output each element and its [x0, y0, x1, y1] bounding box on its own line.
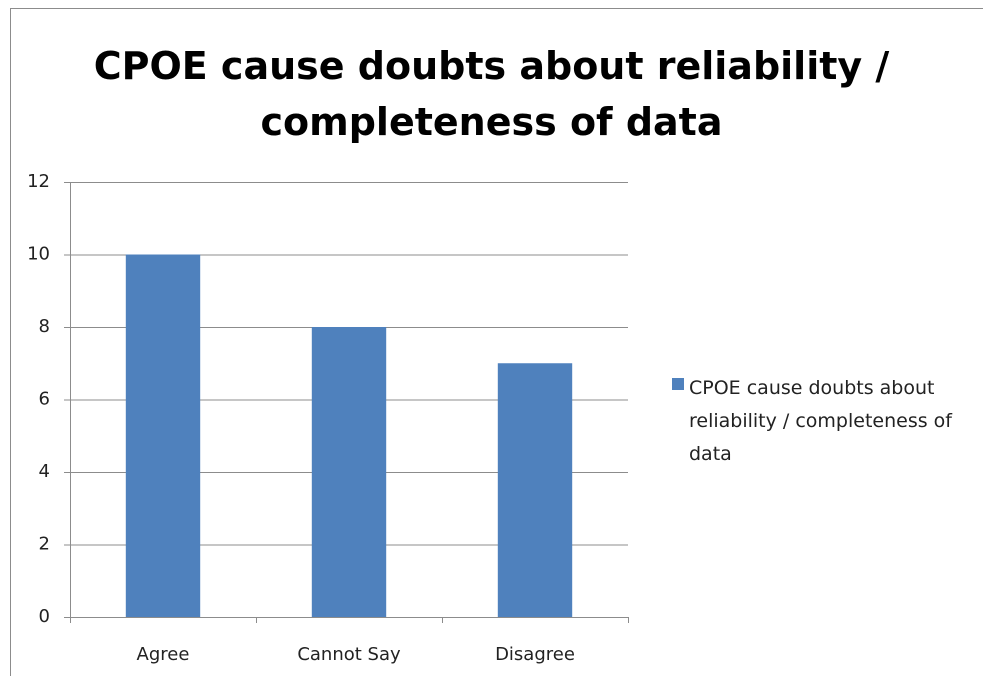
y-tick-label: 6 — [39, 389, 50, 410]
x-tick-label: Agree — [137, 644, 190, 665]
y-tick-label: 12 — [27, 171, 50, 192]
x-tick-label: Disagree — [495, 644, 575, 665]
legend-label: CPOE cause doubts about reliability / co… — [689, 377, 952, 465]
y-tick-label: 4 — [39, 461, 50, 482]
y-tick-label: 2 — [39, 534, 50, 555]
x-tick-label: Cannot Say — [297, 644, 401, 665]
legend-swatch — [672, 378, 684, 390]
y-tick-label: 0 — [39, 606, 50, 627]
bar — [497, 363, 573, 617]
bar — [311, 327, 387, 617]
bar — [125, 254, 201, 617]
y-tick-label: 10 — [27, 244, 50, 265]
legend: CPOE cause doubts about reliability / co… — [672, 372, 972, 471]
chart-title: CPOE cause doubts about reliability / co… — [93, 44, 890, 144]
chart-border — [10, 8, 983, 676]
y-tick-label: 8 — [39, 316, 50, 337]
